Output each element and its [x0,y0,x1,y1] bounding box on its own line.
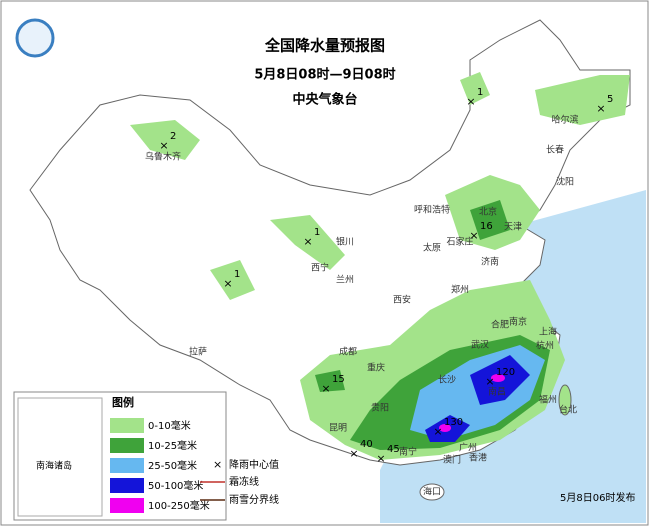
subtitle: 5月8日08时—9日08时 [254,67,395,83]
rain-area [270,215,345,270]
rain-center-value: 120 [496,367,515,378]
title: 全国降水量预报图 [264,37,385,55]
rain-area [210,260,255,300]
inset-label: 南海诸岛 [36,460,72,472]
center-marker: × [159,139,168,152]
city-label: 石家庄 [446,236,473,248]
city-label: 长沙 [438,374,456,386]
rain-center-value: 45 [387,444,400,455]
city-label: 郑州 [451,284,469,296]
legend-symbol-label: 霜冻线 [229,475,259,488]
taiwan [558,384,572,416]
rain-area [491,374,505,382]
city-label: 兰州 [336,274,354,286]
legend-swatch [110,498,144,513]
legend-title: 图例 [112,395,134,409]
legend-label: 50-100毫米 [148,479,203,492]
logo [15,18,55,58]
city-label: 南宁 [399,446,417,458]
city-label: 哈尔滨 [551,114,578,126]
rain-area [460,72,490,105]
legend-swatch [110,418,144,433]
rain-center-value: 1 [314,227,320,238]
rain-center-value: 1 [234,269,240,280]
center-marker: × [466,95,475,108]
city-label: 台北 [559,404,577,416]
legend-swatch [110,458,144,473]
city-label: 南昌 [488,386,506,398]
legend-label: 10-25毫米 [148,439,197,452]
rain-area [130,120,200,160]
rain-area [439,424,451,432]
city-label: 呼和浩特 [414,204,450,216]
center-marker: × [469,229,478,242]
city-label: 拉萨 [189,346,207,358]
center-marker: × [223,277,232,290]
city-label: 海口 [423,486,441,498]
footer: 5月8日06时发布 [560,491,635,504]
city-label: 西宁 [311,262,329,274]
center-marker: × [321,382,330,395]
city-label: 福州 [539,394,557,406]
center-marker: × [376,452,385,465]
city-label: 重庆 [367,362,385,374]
legend-symbol-label: 雨雪分界线 [229,493,279,506]
city-label: 沈阳 [556,176,574,188]
city-label: 银川 [336,236,354,248]
city-label: 上海 [539,326,557,338]
center-marker: × [433,425,442,438]
rain-area [535,75,630,125]
center-marker: × [596,102,605,115]
rain-center-value: 40 [360,439,373,450]
rain-center-value: 2 [170,131,176,142]
city-label: 杭州 [536,340,554,352]
city-label: 天津 [504,222,522,233]
rain-center-value: 5 [607,94,613,105]
inset [17,397,103,517]
rain-center-value: 16 [480,221,493,232]
center-symbol: × [213,458,222,471]
rain-center-value: 130 [444,417,463,428]
rain-center-value: 1 [477,87,483,98]
center-marker: × [349,447,358,460]
rain-area [315,370,345,392]
city-label: 广州 [459,442,477,454]
legend-label: 25-50毫米 [148,459,197,472]
city-label: 昆明 [329,423,347,434]
rain-area [470,200,510,240]
legend-swatch [110,478,144,493]
city-label: 济南 [481,256,499,268]
center-marker: × [485,375,494,388]
legend-label: 100-250毫米 [148,499,210,512]
city-label: 西安 [393,294,411,306]
rain-center-value: 15 [332,374,345,385]
hainan [419,483,445,501]
city-label: 武汉 [471,339,489,351]
legend-symbol-label: 降雨中心值 [229,458,279,471]
city-label: 北京 [479,206,497,218]
city-label: 贵阳 [371,402,389,414]
issuer: 中央气象台 [292,92,357,108]
city-label: 澳门 [443,454,461,466]
city-label: 成都 [339,346,357,358]
city-label: 乌鲁木齐 [145,151,181,163]
center-marker: × [303,235,312,248]
legend-label: 0-10毫米 [148,419,191,432]
city-label: 南京 [509,316,527,328]
legend-swatch [110,438,144,453]
rain-areas [130,72,630,460]
city-label: 香港 [469,452,487,464]
city-label: 太原 [423,242,441,254]
city-label: 合肥 [491,319,509,331]
city-label: 长春 [546,144,564,156]
